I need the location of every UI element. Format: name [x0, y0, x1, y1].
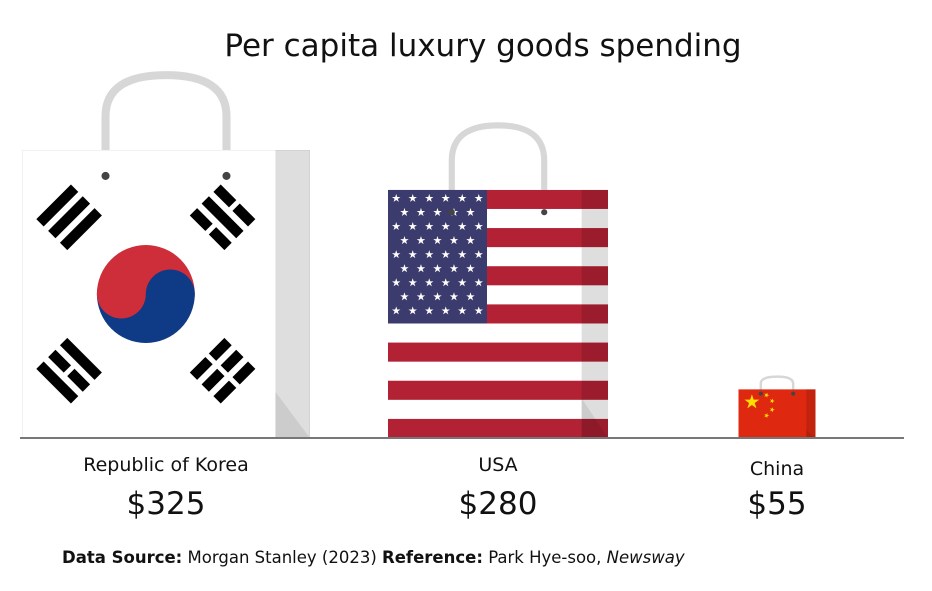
- source-text: Morgan Stanley (2023): [187, 548, 377, 567]
- trigram-icon: [189, 184, 256, 251]
- flag-korea: [22, 150, 310, 438]
- category-label-korea: Republic of Korea: [83, 454, 249, 476]
- value-label-usa: $280: [458, 486, 538, 522]
- reference-text: Park Hye-soo,: [488, 548, 602, 567]
- flag-usa: [387, 189, 609, 438]
- trigram-icon: [36, 184, 102, 251]
- trigram-icon: [36, 337, 102, 404]
- reference-label: Reference:: [382, 548, 483, 567]
- data-source-note: Data Source: Morgan Stanley (2023) Refer…: [62, 548, 685, 567]
- category-label-usa: USA: [478, 454, 518, 476]
- publication-name: Newsway: [606, 548, 685, 567]
- category-label-china: China: [749, 458, 805, 480]
- bar-usa: [387, 122, 609, 438]
- bag-handle-icon: [101, 71, 231, 180]
- value-label-china: $55: [747, 486, 807, 522]
- bar-china: [738, 375, 816, 438]
- value-label-korea: $325: [126, 486, 206, 522]
- trigram-icon: [189, 337, 256, 404]
- source-label: Data Source:: [62, 548, 183, 567]
- flag-china: [738, 389, 816, 438]
- chart-title: Per capita luxury goods spending: [224, 28, 742, 64]
- bar-korea: [22, 71, 310, 438]
- bag-handle-icon: [759, 375, 795, 395]
- bag-handle-icon: [448, 122, 548, 216]
